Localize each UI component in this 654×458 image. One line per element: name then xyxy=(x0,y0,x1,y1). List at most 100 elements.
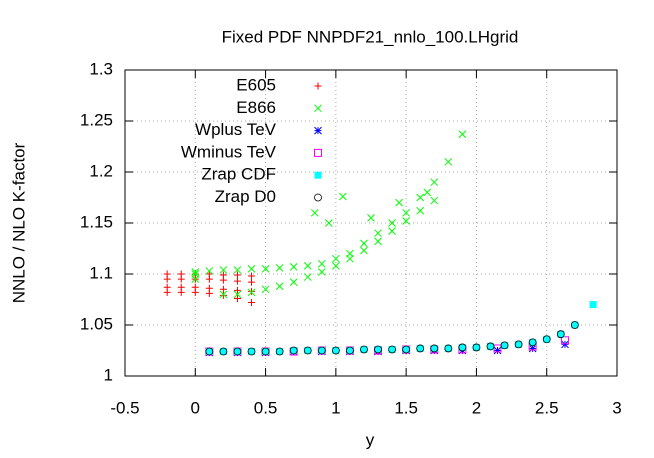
point xyxy=(430,196,439,205)
legend-label: Wminus TeV xyxy=(181,142,277,161)
legend-marker xyxy=(314,126,322,135)
point xyxy=(310,208,319,217)
point xyxy=(247,347,256,356)
point xyxy=(219,290,228,299)
point xyxy=(360,345,368,353)
point xyxy=(289,346,298,355)
point xyxy=(416,206,425,215)
y-tick-label: 1.25 xyxy=(80,110,113,129)
point xyxy=(219,266,228,274)
point xyxy=(247,288,256,297)
point xyxy=(339,192,347,201)
point xyxy=(261,285,270,294)
point xyxy=(367,214,375,222)
x-tick-label: 0.5 xyxy=(254,398,278,417)
point xyxy=(402,217,410,225)
point xyxy=(191,268,200,276)
point xyxy=(303,346,312,355)
point xyxy=(261,347,270,356)
point xyxy=(374,345,382,354)
point xyxy=(205,347,214,356)
point xyxy=(388,345,396,354)
legend-label: E605 xyxy=(236,75,276,94)
point xyxy=(219,291,227,299)
point xyxy=(205,289,213,297)
point xyxy=(388,227,396,236)
point xyxy=(458,130,467,139)
point xyxy=(570,321,579,329)
legend-marker xyxy=(314,171,322,179)
point xyxy=(542,335,551,344)
point xyxy=(374,237,382,246)
point xyxy=(262,348,270,356)
point xyxy=(374,345,382,353)
x-tick-label: 2.5 xyxy=(535,398,559,417)
point xyxy=(395,198,403,207)
point xyxy=(219,276,227,284)
x-axis-label: y xyxy=(366,430,375,449)
point xyxy=(346,346,354,355)
point xyxy=(163,275,171,283)
point xyxy=(205,348,213,356)
point xyxy=(331,346,340,355)
point xyxy=(472,343,480,351)
point xyxy=(493,344,502,353)
x-tick-label: 1.5 xyxy=(394,398,418,417)
point xyxy=(402,345,410,353)
point xyxy=(233,271,241,279)
point xyxy=(233,277,241,285)
y-axis-label: NNLO / NLO K-factor xyxy=(9,142,28,303)
point xyxy=(318,347,326,354)
legend-label: Zrap D0 xyxy=(215,187,276,206)
point xyxy=(402,208,410,217)
point xyxy=(500,341,509,350)
point xyxy=(430,178,439,187)
point xyxy=(163,288,171,296)
point xyxy=(444,344,453,353)
point xyxy=(528,338,537,347)
point xyxy=(501,341,509,349)
point xyxy=(219,285,227,293)
point xyxy=(388,345,396,353)
point xyxy=(191,275,200,283)
point xyxy=(233,266,242,274)
x-tick-label: 1 xyxy=(331,398,340,417)
point xyxy=(402,345,411,354)
point xyxy=(423,188,432,197)
point xyxy=(233,294,241,302)
legend-label: Wplus TeV xyxy=(195,120,277,139)
point xyxy=(360,246,368,255)
point xyxy=(233,290,242,299)
point xyxy=(561,340,569,349)
point xyxy=(276,348,284,356)
x-tick-label: 3 xyxy=(612,398,621,417)
point xyxy=(248,272,256,280)
y-tick-label: 1.15 xyxy=(80,212,113,231)
point xyxy=(589,301,597,309)
chart-title: Fixed PDF NNPDF21_nnlo_100.LHgrid xyxy=(222,27,519,46)
legend-label: Zrap CDF xyxy=(201,165,276,184)
point xyxy=(332,254,340,263)
point xyxy=(304,347,312,354)
point xyxy=(289,278,298,287)
point xyxy=(205,275,213,283)
point xyxy=(360,239,368,248)
point xyxy=(275,264,284,272)
point xyxy=(493,346,502,355)
point xyxy=(416,344,424,352)
y-tick-label: 1 xyxy=(104,365,113,384)
point xyxy=(191,288,199,296)
point xyxy=(248,348,256,356)
point xyxy=(486,342,494,350)
point xyxy=(332,347,340,354)
point xyxy=(233,286,241,294)
point xyxy=(486,342,495,351)
point xyxy=(233,348,241,356)
point xyxy=(560,336,569,345)
point xyxy=(543,335,551,343)
point xyxy=(346,254,354,263)
point xyxy=(444,157,453,166)
point xyxy=(472,343,481,352)
point xyxy=(528,344,537,353)
